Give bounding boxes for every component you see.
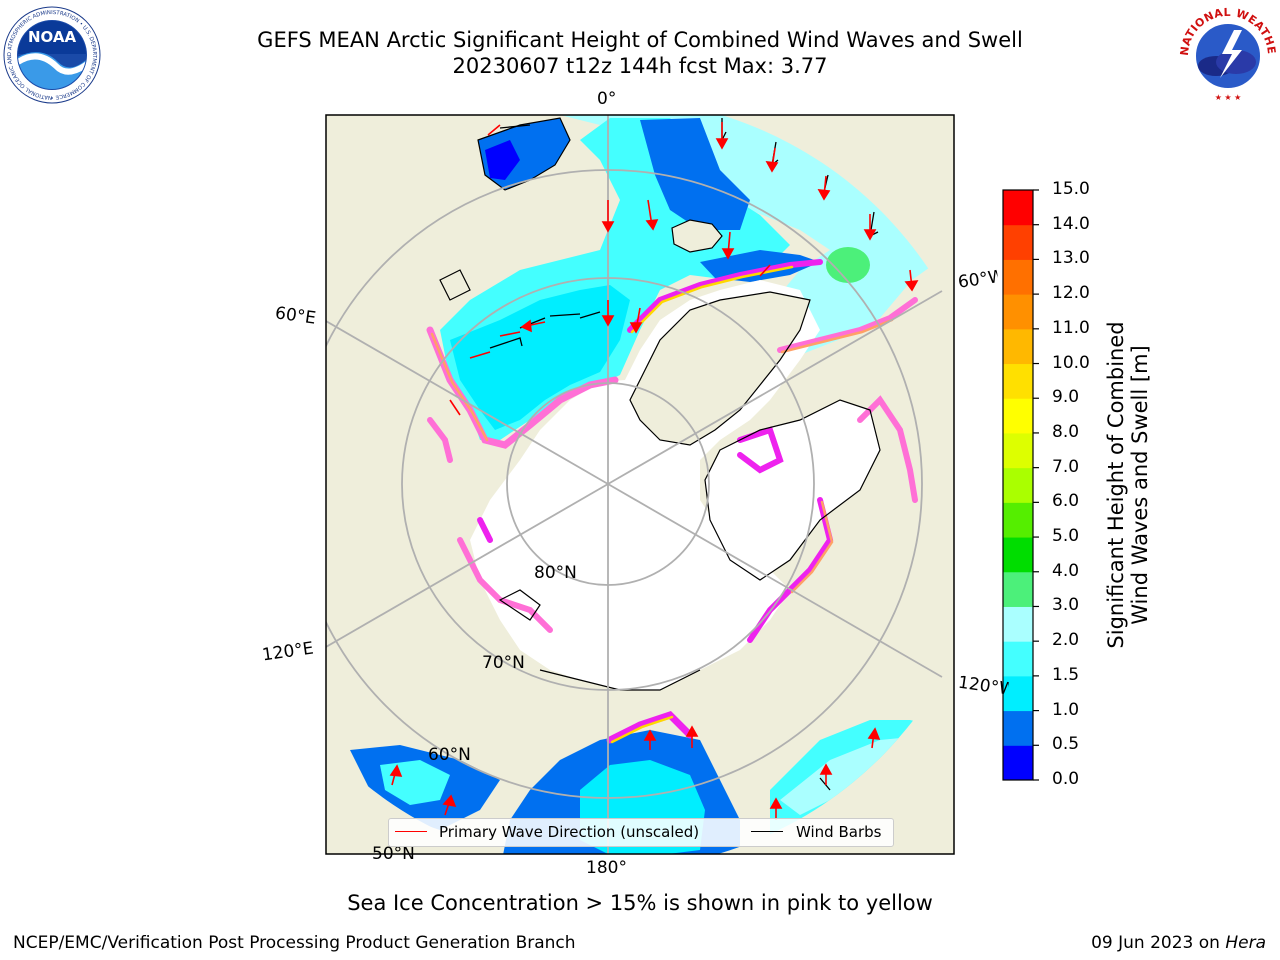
map-legend: Primary Wave Direction (unscaled) Wind B… (388, 818, 894, 847)
max-swell-patch (826, 247, 870, 283)
lat-label-80: 80°N (534, 563, 577, 583)
colorbar-tick-label: 0.0 (1052, 769, 1080, 789)
legend-wind-line (751, 831, 783, 832)
lon-label-180: 180° (586, 858, 627, 878)
coastlines (439, 117, 881, 691)
colorbar-tick-label: 1.0 (1052, 699, 1080, 720)
colorbar-tick-label: 6.0 (1052, 491, 1080, 512)
colorbar-segment (1003, 328, 1033, 365)
svg-text:★ ★ ★: ★ ★ ★ (1215, 93, 1242, 102)
colorbar-segment (1003, 294, 1033, 330)
colorbar-tick-label: 12.0 (1052, 283, 1090, 304)
colorbar-tick-label: 8.0 (1052, 421, 1080, 442)
colorbar-segment (1003, 190, 1033, 226)
chart-title: GEFS MEAN Arctic Significant Height of C… (257, 28, 1023, 52)
colorbar-frame (1002, 189, 1034, 781)
noaa-logo: NOAA NATIONAL OCEANIC AND ATMOSPHERIC AD… (3, 6, 101, 104)
lat-label-60: 60°N (428, 745, 471, 765)
colorbar-tick-label: 11.0 (1052, 317, 1090, 338)
colorbar-segment (1003, 363, 1033, 399)
norway-coast-waves (640, 118, 750, 230)
colorbar-segment (1003, 259, 1033, 295)
iceland (672, 220, 722, 252)
canadian-archipelago-ice (705, 400, 880, 580)
chart-subtitle: 20230607 t12z 144h fcst Max: 3.77 (452, 54, 828, 78)
colorbar-segment (1003, 606, 1033, 642)
colorbar-segment (1003, 432, 1033, 469)
colorbar-tick-label: 10.0 (1052, 352, 1090, 373)
colorbar-title-line2: Wind Waves and Swell [m] (1128, 345, 1152, 625)
sea-ice-note: Sea Ice Concentration > 15% is shown in … (347, 891, 933, 915)
map-frame (325, 114, 955, 855)
colorbar-tick-label: 7.0 (1052, 456, 1080, 477)
legend-wave-line (395, 831, 427, 832)
colorbar-segment (1003, 537, 1033, 573)
date-text: 09 Jun 2023 on Hera (1091, 933, 1266, 953)
legend-wind-barbs: Wind Barbs (796, 823, 882, 841)
legend-wave-direction: Primary Wave Direction (unscaled) (439, 823, 700, 841)
colorbar-segment (1003, 502, 1033, 538)
colorbar-segment (1003, 675, 1033, 712)
colorbar-tick-label: 4.0 (1052, 560, 1080, 581)
svg-text:NOAA: NOAA (28, 28, 77, 46)
lon-label-0: 0° (597, 89, 617, 109)
kara-sea-waves (450, 285, 630, 430)
lat-label-50: 50°N (372, 844, 415, 864)
greenland (630, 292, 810, 445)
wave-direction-arrows (389, 122, 919, 820)
colorbar-tick-label: 5.0 (1052, 526, 1080, 547)
colorbar-segment (1003, 398, 1033, 434)
lat-label-70: 70°N (482, 653, 525, 673)
graticule (326, 115, 943, 854)
greenland-coast-waves (700, 250, 820, 282)
date-value: 09 Jun 2023 on (1091, 933, 1220, 953)
colorbar (1002, 189, 1039, 781)
colorbar-segment (1003, 467, 1033, 503)
colorbar-tick-label: 0.5 (1052, 734, 1080, 755)
colorbar-tick-label: 14.0 (1052, 213, 1090, 234)
credit-text: NCEP/EMC/Verification Post Processing Pr… (13, 933, 576, 953)
sea-ice-edge-inner (430, 265, 894, 744)
colorbar-segment (1003, 224, 1033, 260)
colorbar-segment (1003, 641, 1033, 677)
deep-blue-patch (485, 140, 520, 180)
colorbar-title-line1: Significant Height of Combined (1104, 321, 1128, 649)
colorbar-tick-label: 3.0 (1052, 595, 1080, 616)
colorbar-segment (1003, 745, 1033, 781)
nws-logo: NATIONAL WEATHER SERVICE ★ ★ ★ (1176, 4, 1278, 104)
colorbar-segment (1003, 571, 1033, 607)
machine-name: Hera (1225, 933, 1266, 953)
colorbar-tick-label: 9.0 (1052, 387, 1080, 408)
colorbar-tick-label: 13.0 (1052, 248, 1090, 269)
sea-ice-edge (426, 259, 918, 744)
colorbar-tick-label: 1.5 (1052, 664, 1080, 685)
colorbar-tick-label: 2.0 (1052, 630, 1080, 651)
colorbar-tick-label: 15.0 (1052, 179, 1090, 199)
colorbar-segment (1003, 710, 1033, 746)
